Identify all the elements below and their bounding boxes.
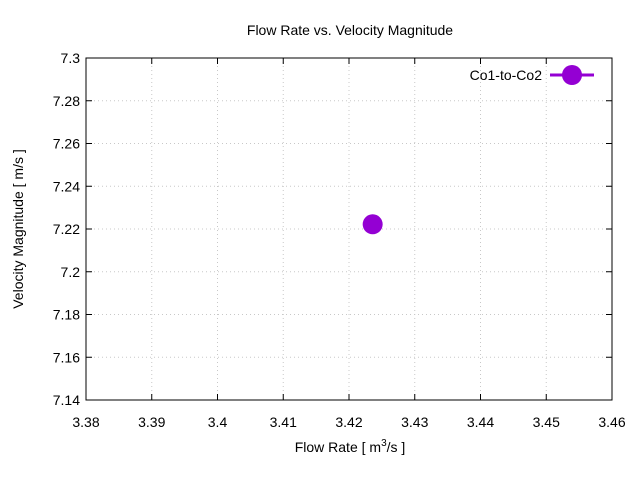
data-point — [362, 214, 383, 235]
ticks — [85, 57, 613, 401]
y-axis-label: Velocity Magnitude [ m/s ] — [10, 149, 26, 309]
x-tick-label: 3.43 — [401, 414, 428, 430]
data-points — [362, 214, 383, 235]
y-tick-label: 7.26 — [53, 136, 80, 152]
x-tick-label: 3.39 — [138, 414, 165, 430]
y-tick-label: 7.3 — [61, 50, 81, 66]
x-tick-label: 3.38 — [72, 414, 99, 430]
y-tick-labels: 7.14 7.16 7.18 7.2 7.22 7.24 7.26 7.28 7.3 — [53, 50, 80, 408]
x-tick-label: 3.4 — [208, 414, 228, 430]
y-tick-label: 7.24 — [53, 178, 80, 194]
legend-label: Co1-to-Co2 — [470, 67, 543, 83]
y-tick-label: 7.18 — [53, 307, 80, 323]
x-tick-labels: 3.38 3.39 3.4 3.41 3.42 3.43 3.44 3.45 3.46 — [72, 414, 625, 430]
y-tick-label: 7.14 — [53, 392, 80, 408]
y-tick-label: 7.22 — [53, 221, 80, 237]
x-tick-label: 3.41 — [270, 414, 297, 430]
y-tick-label: 7.28 — [53, 93, 80, 109]
plot-frame — [85, 57, 613, 401]
x-axis-label: Flow Rate [ m3/s ] — [295, 438, 406, 455]
x-tick-label: 3.45 — [533, 414, 560, 430]
grid — [86, 58, 612, 400]
y-tick-label: 7.16 — [53, 349, 80, 365]
x-axis-label-superscript: 3 — [381, 438, 387, 449]
x-tick-label: 3.44 — [467, 414, 494, 430]
legend: Co1-to-Co2 — [470, 65, 594, 85]
y-tick-label: 7.2 — [61, 264, 81, 280]
legend-marker — [562, 65, 582, 85]
x-tick-label: 3.42 — [335, 414, 362, 430]
chart-title: Flow Rate vs. Velocity Magnitude — [247, 22, 453, 38]
x-tick-label: 3.46 — [598, 414, 625, 430]
